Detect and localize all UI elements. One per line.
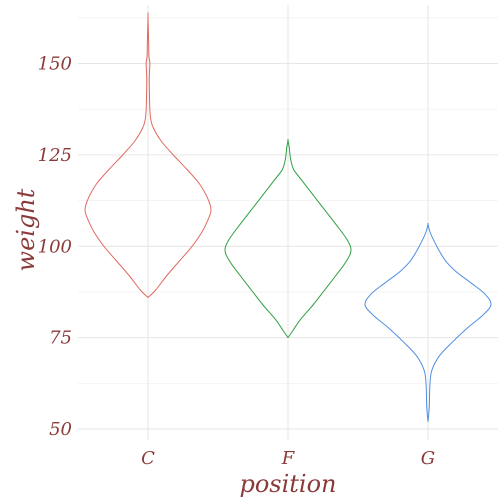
y-tick-label: 150 bbox=[38, 53, 72, 74]
x-tick-label: F bbox=[281, 448, 296, 469]
y-tick-label: 125 bbox=[38, 145, 72, 166]
x-axis-title: position bbox=[239, 470, 336, 498]
y-axis-title: weight bbox=[12, 188, 40, 271]
y-tick-label: 75 bbox=[49, 328, 72, 349]
violin-f bbox=[224, 138, 352, 339]
y-axis-ticks: 50 75 100 125 150 bbox=[38, 53, 72, 440]
violin-g bbox=[364, 222, 492, 422]
y-tick-label: 50 bbox=[49, 419, 72, 440]
y-tick-label: 100 bbox=[38, 236, 72, 257]
violin-c bbox=[84, 12, 212, 299]
violins bbox=[84, 12, 492, 422]
x-tick-label: C bbox=[141, 448, 155, 469]
grid bbox=[78, 5, 498, 440]
x-tick-label: G bbox=[421, 448, 435, 469]
